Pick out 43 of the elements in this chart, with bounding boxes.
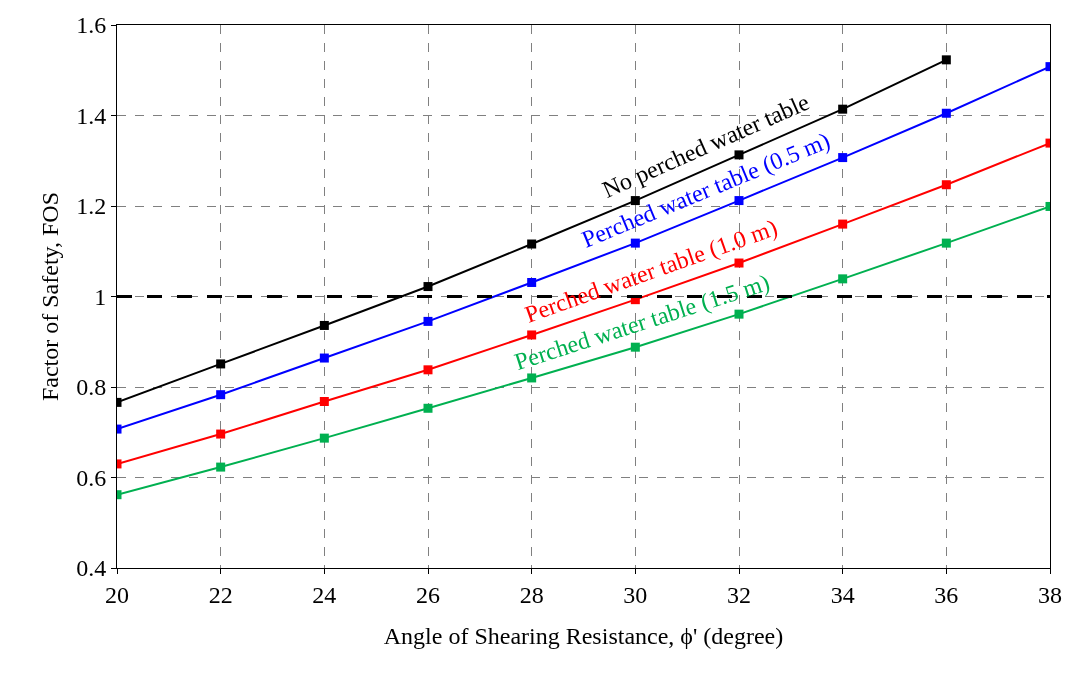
y-tick-label: 1.4	[76, 102, 107, 129]
x-tick-label: 36	[934, 581, 959, 608]
point	[941, 180, 951, 190]
y-tick-label: 0.4	[76, 555, 107, 582]
point	[423, 282, 433, 292]
x-tick-label: 30	[623, 581, 648, 608]
y-tick-label: 0.8	[76, 374, 107, 401]
x-tick-label: 32	[727, 581, 751, 608]
x-tick-label: 28	[519, 581, 544, 608]
point	[216, 390, 226, 400]
point	[216, 462, 226, 472]
point	[319, 396, 329, 406]
point	[734, 196, 744, 206]
x-tick-label: 38	[1038, 581, 1062, 608]
point	[319, 433, 329, 443]
point	[216, 359, 226, 369]
x-tick-label: 20	[105, 581, 129, 608]
y-tick-label: 1	[94, 283, 107, 310]
y-tick-label: 1.2	[76, 193, 107, 220]
x-tick-label: 24	[312, 581, 337, 608]
point	[941, 238, 951, 248]
point	[527, 373, 537, 383]
point	[423, 403, 433, 413]
point	[941, 55, 951, 65]
x-tick-label: 22	[208, 581, 233, 608]
point	[838, 153, 848, 163]
y-axis-title: Factor of Safety, FOS	[37, 191, 64, 402]
point	[838, 219, 848, 229]
point	[423, 316, 433, 326]
x-tick-label: 26	[416, 581, 440, 608]
y-tick-label: 0.6	[76, 464, 107, 491]
point	[838, 104, 848, 114]
point	[319, 320, 329, 330]
y-tick-label: 1.6	[76, 12, 107, 39]
x-axis-title: Angle of Shearing Resistance, ϕ' (degree)	[383, 623, 784, 650]
point	[527, 239, 537, 249]
point	[423, 365, 433, 375]
point	[734, 150, 744, 160]
point	[216, 429, 226, 439]
x-tick-label: 34	[830, 581, 855, 608]
point	[941, 108, 951, 118]
point	[319, 353, 329, 363]
point	[838, 274, 848, 284]
